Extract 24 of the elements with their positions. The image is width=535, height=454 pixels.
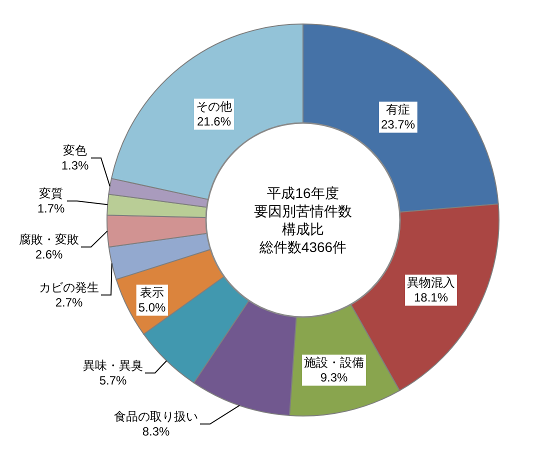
data-label: 8.3%: [142, 424, 170, 439]
data-label: 18.1%: [414, 290, 448, 305]
slice-label: 有症: [386, 102, 410, 117]
data-label: 2.6%: [35, 248, 63, 262]
slice-label: 食品の取り扱い: [114, 410, 198, 424]
slice-label: 異味・異臭: [83, 358, 143, 373]
data-label: 23.7%: [380, 118, 416, 132]
text: 総件数4366件: [258, 238, 347, 255]
data-label: 5.7%: [99, 374, 127, 388]
slice-label: 表示: [140, 286, 164, 300]
data-label: 1.7%: [37, 202, 65, 216]
slice-label: 変色: [63, 144, 87, 158]
data-label: 21.6%: [196, 114, 232, 129]
slice-label: 腐敗・変敗: [19, 232, 79, 247]
data-label: 9.3%: [320, 370, 348, 385]
text: 平成16年度要因別苦情件数構成比: [254, 184, 352, 237]
slice-label: その他: [196, 100, 232, 114]
data-label: 2.7%: [55, 296, 83, 310]
slice-label: カビの発生: [39, 280, 99, 295]
slice-label: 変質: [39, 186, 63, 201]
data-label: 1.3%: [61, 158, 89, 173]
slice-label: 異物混入: [407, 276, 455, 290]
slice-label: 施設・設備: [304, 356, 364, 370]
data-label: 5.0%: [138, 300, 166, 315]
